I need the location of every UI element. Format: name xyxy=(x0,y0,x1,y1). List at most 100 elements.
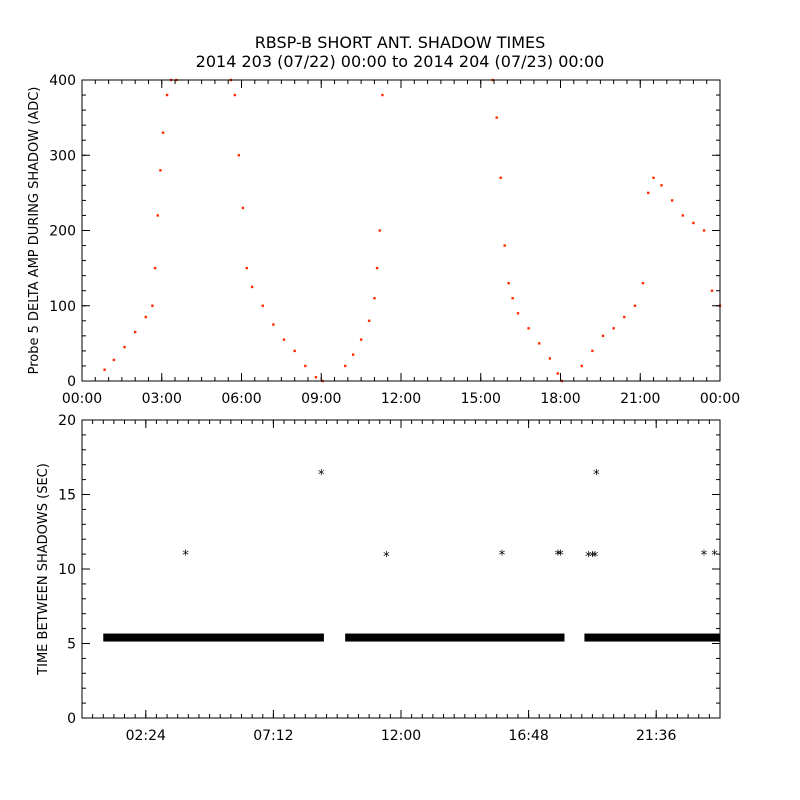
y-tick-label: 100 xyxy=(49,299,76,315)
data-point xyxy=(499,176,502,180)
data-point xyxy=(245,266,249,270)
data-point: * xyxy=(589,550,596,565)
data-point xyxy=(660,184,663,187)
data-point xyxy=(633,304,637,307)
data-point: * xyxy=(182,549,189,564)
data-point xyxy=(511,297,514,300)
data-point xyxy=(495,116,498,119)
data-point xyxy=(103,368,106,371)
y-tick-label: 5 xyxy=(67,637,76,653)
data-point xyxy=(293,349,296,353)
time-between-shadows-plot: *** * ** ***** *02:24 07:12 12:00 16:48 21:36051… xyxy=(36,413,721,744)
chart-subtitle: 2014 203 (07/22) 00:00 to 2014 204 (07/2… xyxy=(196,52,605,71)
y-tick-label: 0 xyxy=(67,374,76,390)
data-point xyxy=(159,169,162,172)
x-tick-label: 03:00 xyxy=(142,391,182,407)
data-point xyxy=(556,372,560,375)
data-point xyxy=(601,334,605,338)
data-point xyxy=(237,154,241,157)
x-tick-label: 00:00 xyxy=(62,391,102,407)
data-point xyxy=(112,358,116,362)
x-tick-label: 16:48 xyxy=(508,728,548,744)
data-point xyxy=(670,199,674,202)
y-axis-label: TIME BETWEEN SHADOWS (SEC) xyxy=(36,463,51,676)
baseline-band xyxy=(345,633,565,642)
data-point xyxy=(367,319,371,322)
chart-title: RBSP-B SHORT ANT. SHADOW TIMES xyxy=(255,33,546,52)
y-tick-label: 200 xyxy=(49,224,76,240)
data-point xyxy=(375,266,379,270)
x-tick-label: 15:00 xyxy=(461,391,501,407)
data-point xyxy=(710,289,714,292)
data-point xyxy=(133,330,137,334)
data-point xyxy=(702,229,706,232)
data-point: * xyxy=(318,468,325,483)
data-point: * xyxy=(585,550,592,565)
data-point xyxy=(153,266,157,270)
y-tick-label: 20 xyxy=(58,413,76,429)
y-tick-label: 0 xyxy=(67,711,76,727)
data-point xyxy=(351,353,355,356)
shadow-amplitude-plot: 00:00 03:00 06:00 09:00 12:00 15:00 18:00 21:00… xyxy=(27,73,740,407)
data-point xyxy=(503,244,506,247)
data-point: * xyxy=(499,549,506,564)
x-tick-label: 12:00 xyxy=(381,728,421,744)
data-point xyxy=(623,315,626,319)
data-point xyxy=(123,345,126,349)
data-point xyxy=(641,281,645,285)
data-point: * xyxy=(383,550,390,565)
data-point xyxy=(548,357,552,360)
data-point: * xyxy=(557,549,564,564)
data-point xyxy=(591,349,594,353)
data-point xyxy=(304,364,307,368)
data-point xyxy=(282,338,286,341)
data-point xyxy=(612,327,615,330)
data-point xyxy=(580,364,583,368)
data-point xyxy=(359,338,363,341)
y-tick-label: 15 xyxy=(58,488,76,504)
data-point xyxy=(241,206,245,210)
data-point: * xyxy=(593,468,600,483)
data-point: * xyxy=(592,550,599,565)
x-tick-label: 18:00 xyxy=(540,391,580,407)
data-point xyxy=(692,221,695,225)
data-point xyxy=(652,176,655,180)
x-tick-label: 06:00 xyxy=(221,391,261,407)
data-point xyxy=(516,312,520,315)
baseline-band xyxy=(584,633,720,642)
data-point xyxy=(272,323,275,326)
y-tick-label: 400 xyxy=(49,73,76,89)
y-axis-label: Probe 5 DELTA AMP DURING SHADOW (ADC) xyxy=(27,87,42,375)
x-tick-label: 00:00 xyxy=(700,391,740,407)
data-point xyxy=(144,315,147,319)
x-tick-label: 07:12 xyxy=(253,728,293,744)
data-point xyxy=(261,304,264,307)
data-point xyxy=(373,297,376,300)
data-point: * xyxy=(555,549,562,564)
data-point xyxy=(165,93,169,97)
data-point xyxy=(681,214,684,217)
data-point xyxy=(151,304,154,307)
data-point xyxy=(647,191,650,195)
data-point: * xyxy=(711,549,718,564)
data-point xyxy=(161,131,165,134)
x-tick-label: 12:00 xyxy=(381,391,421,407)
data-point xyxy=(381,93,384,97)
x-tick-label: 21:36 xyxy=(636,728,676,744)
baseline-band xyxy=(103,633,324,642)
data-point xyxy=(343,364,347,368)
data-point xyxy=(527,327,530,330)
data-point: * xyxy=(701,549,708,564)
data-point xyxy=(156,214,159,217)
data-point xyxy=(378,229,381,232)
data-point xyxy=(507,281,510,285)
x-tick-label: 02:24 xyxy=(126,728,166,744)
data-point xyxy=(538,342,541,345)
y-tick-label: 10 xyxy=(58,562,76,578)
data-point xyxy=(314,376,318,379)
x-tick-label: 21:00 xyxy=(620,391,660,407)
data-point xyxy=(233,93,237,97)
y-tick-label: 300 xyxy=(49,148,76,164)
